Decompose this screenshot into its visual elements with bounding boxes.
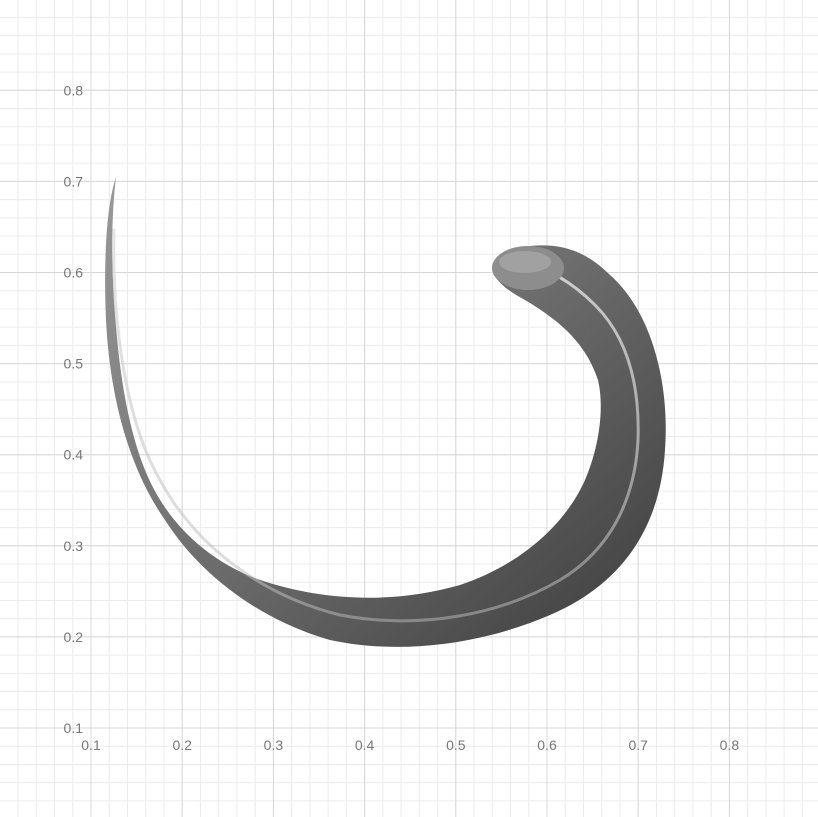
y-tick-label: 0.2 [64, 629, 84, 645]
x-tick-label: 0.5 [446, 737, 466, 753]
y-tick-label: 0.5 [64, 356, 84, 372]
x-tick-label: 0.4 [355, 737, 375, 753]
y-tick-label: 0.6 [64, 265, 84, 281]
x-axis-tick-labels: 0.1 0.2 0.3 0.4 0.5 0.6 0.7 0.8 [81, 737, 739, 753]
x-tick-label: 0.1 [81, 737, 101, 753]
x-tick-label: 0.7 [628, 737, 648, 753]
y-tick-label: 0.3 [64, 538, 84, 554]
x-tick-label: 0.2 [172, 737, 192, 753]
y-tick-label: 0.4 [64, 447, 84, 463]
y-tick-label: 0.1 [64, 720, 84, 736]
x-tick-label: 0.8 [720, 737, 740, 753]
y-tick-label: 0.7 [64, 173, 84, 189]
stroke-body [105, 177, 666, 647]
stroke-head-cap-shine [499, 251, 551, 273]
stroke-highlight [112, 228, 640, 623]
x-tick-label: 0.6 [537, 737, 557, 753]
y-tick-label: 0.8 [64, 82, 84, 98]
x-tick-label: 0.3 [264, 737, 284, 753]
curved-stroke-shape [105, 177, 666, 647]
y-axis-tick-labels: 0.1 0.2 0.3 0.4 0.5 0.6 0.7 0.8 [64, 82, 84, 736]
